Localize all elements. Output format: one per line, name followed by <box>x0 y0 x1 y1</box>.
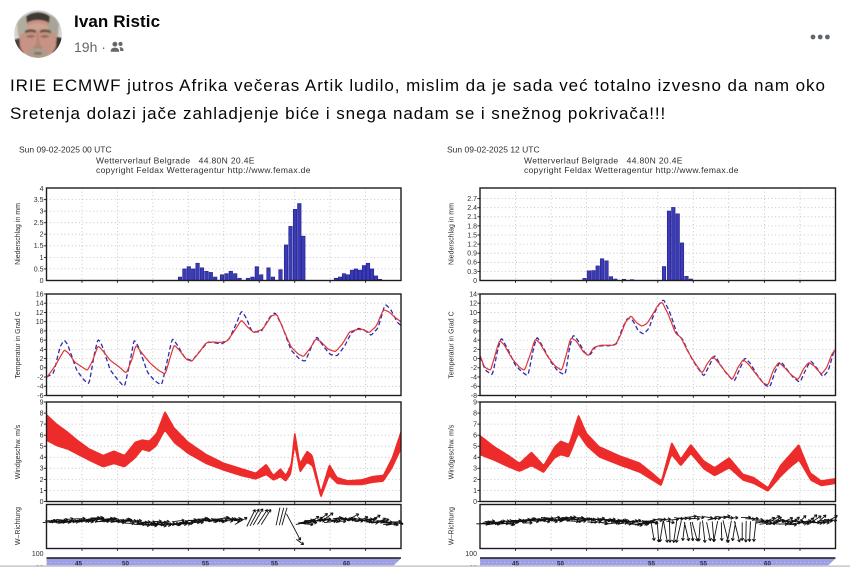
svg-text:Niederschlag in mm: Niederschlag in mm <box>449 203 456 265</box>
svg-text:0.3: 0.3 <box>467 269 477 276</box>
svg-text:-2: -2 <box>471 365 477 372</box>
svg-text:2.5: 2.5 <box>34 220 44 227</box>
svg-text:0: 0 <box>473 278 477 285</box>
svg-text:4: 4 <box>473 455 477 462</box>
svg-text:0: 0 <box>473 356 477 363</box>
svg-text:100: 100 <box>465 551 477 558</box>
svg-text:Sun 09-02-2025 00 UTC: Sun 09-02-2025 00 UTC <box>19 145 112 155</box>
svg-text:55: 55 <box>202 561 209 567</box>
svg-text:6: 6 <box>40 433 44 440</box>
svg-text:-6: -6 <box>471 384 477 391</box>
svg-text:Temperatur in Grad C: Temperatur in Grad C <box>15 311 22 378</box>
svg-text:45: 45 <box>512 561 519 567</box>
svg-text:-4: -4 <box>471 374 477 381</box>
svg-text:0.9: 0.9 <box>467 251 477 258</box>
svg-text:1.5: 1.5 <box>467 232 477 239</box>
svg-text:5: 5 <box>473 444 477 451</box>
svg-text:0.6: 0.6 <box>467 260 477 267</box>
svg-text:2: 2 <box>40 232 44 239</box>
svg-text:6: 6 <box>40 338 44 345</box>
svg-text:8: 8 <box>40 411 44 418</box>
svg-text:60: 60 <box>764 561 771 567</box>
svg-text:1: 1 <box>40 488 44 495</box>
svg-text:4: 4 <box>40 347 44 354</box>
svg-text:12: 12 <box>469 301 477 308</box>
svg-text:2: 2 <box>40 356 44 363</box>
svg-text:14: 14 <box>36 301 44 308</box>
svg-text:12: 12 <box>36 310 44 317</box>
svg-text:50: 50 <box>557 561 564 567</box>
svg-text:Windgeschw. m/s: Windgeschw. m/s <box>449 424 456 479</box>
svg-text:copyright Feldax Wetteragentur: copyright Feldax Wetteragentur http://ww… <box>96 165 311 175</box>
svg-text:W–Richtung: W–Richtung <box>15 507 22 545</box>
svg-text:3: 3 <box>473 466 477 473</box>
svg-text:0.5: 0.5 <box>34 266 44 273</box>
svg-text:1.8: 1.8 <box>467 223 477 230</box>
svg-text:10: 10 <box>469 310 477 317</box>
svg-text:-2: -2 <box>37 374 43 381</box>
svg-text:2: 2 <box>473 347 477 354</box>
svg-text:8: 8 <box>40 328 44 335</box>
svg-text:9: 9 <box>473 399 477 406</box>
svg-text:2.1: 2.1 <box>467 214 477 221</box>
svg-text:W–Richtung: W–Richtung <box>449 507 456 545</box>
svg-text:1.2: 1.2 <box>467 242 477 249</box>
svg-text:Niederschlag in mm: Niederschlag in mm <box>15 203 22 265</box>
svg-text:7: 7 <box>40 422 44 429</box>
svg-text:1: 1 <box>40 255 44 262</box>
svg-text:6: 6 <box>473 328 477 335</box>
svg-text:2: 2 <box>40 477 44 484</box>
svg-text:0: 0 <box>473 499 477 506</box>
svg-text:3: 3 <box>40 209 44 216</box>
svg-text:3: 3 <box>40 466 44 473</box>
svg-text:Wetterverlauf Belgrade 44.80: Wetterverlauf Belgrade 44.80N 20.4E <box>524 156 683 166</box>
svg-text:8: 8 <box>473 411 477 418</box>
svg-text:45: 45 <box>75 561 82 567</box>
svg-text:2.7: 2.7 <box>467 196 477 203</box>
svg-text:2.4: 2.4 <box>467 205 477 212</box>
svg-text:-4: -4 <box>37 384 43 391</box>
svg-text:Windgeschw. m/s: Windgeschw. m/s <box>15 424 22 479</box>
svg-text:copyright Feldax Wetteragentur: copyright Feldax Wetteragentur http://ww… <box>524 165 739 175</box>
svg-text:50: 50 <box>122 561 129 567</box>
svg-text:10: 10 <box>36 319 44 326</box>
svg-text:16: 16 <box>36 291 44 298</box>
svg-text:1: 1 <box>473 488 477 495</box>
svg-text:1.5: 1.5 <box>34 243 44 250</box>
svg-text:5: 5 <box>40 444 44 451</box>
svg-text:3.5: 3.5 <box>34 197 44 204</box>
svg-text:14: 14 <box>469 291 477 298</box>
svg-text:4: 4 <box>40 186 44 193</box>
svg-text:-8: -8 <box>471 393 477 400</box>
svg-text:0: 0 <box>40 278 44 285</box>
svg-text:60: 60 <box>343 561 350 567</box>
svg-text:0: 0 <box>40 365 44 372</box>
svg-text:Sun 09-02-2025 12 UTC: Sun 09-02-2025 12 UTC <box>447 145 540 155</box>
svg-text:Wetterverlauf Belgrade 44.80: Wetterverlauf Belgrade 44.80N 20.4E <box>96 156 255 166</box>
svg-text:55: 55 <box>271 561 278 567</box>
svg-text:4: 4 <box>40 455 44 462</box>
svg-text:100: 100 <box>32 551 44 558</box>
svg-text:2: 2 <box>473 477 477 484</box>
svg-text:4: 4 <box>473 338 477 345</box>
svg-text:7: 7 <box>473 422 477 429</box>
svg-text:0: 0 <box>40 499 44 506</box>
svg-text:55: 55 <box>700 561 707 567</box>
svg-text:8: 8 <box>473 319 477 326</box>
svg-text:6: 6 <box>473 433 477 440</box>
svg-text:55: 55 <box>648 561 655 567</box>
svg-text:Temperatur in Grad C: Temperatur in Grad C <box>449 311 456 378</box>
svg-text:-6: -6 <box>37 393 43 400</box>
svg-text:9: 9 <box>40 399 44 406</box>
